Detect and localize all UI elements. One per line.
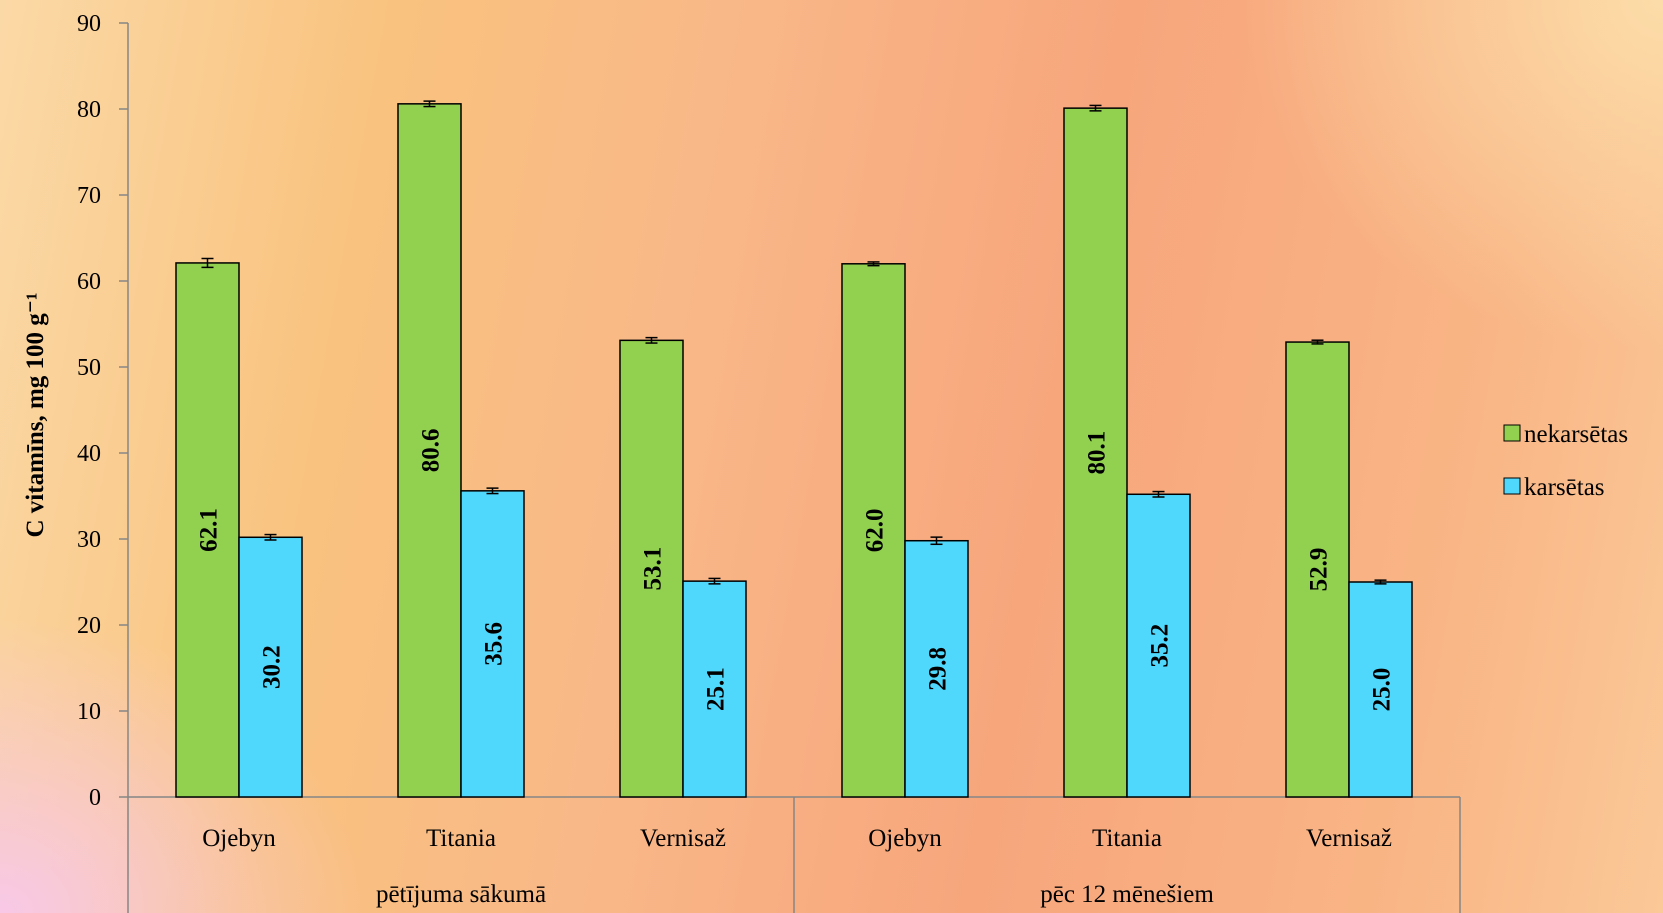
group-label: pēc 12 mēnešiem bbox=[1040, 881, 1214, 908]
legend-swatch-karsētas bbox=[1503, 477, 1521, 495]
legend-swatch-nekarsētas bbox=[1503, 424, 1521, 442]
y-tick-label: 40 bbox=[77, 441, 101, 467]
legend-label-nekarsētas: nekarsētas bbox=[1524, 421, 1628, 448]
data-label: 53.1 bbox=[640, 547, 667, 591]
category-label: Titania bbox=[426, 825, 496, 852]
y-tick-label: 10 bbox=[77, 699, 101, 725]
y-tick-label: 50 bbox=[77, 355, 101, 381]
bars bbox=[175, 100, 1413, 798]
y-tick-label: 0 bbox=[89, 785, 101, 811]
bar-karsētas bbox=[1126, 493, 1191, 798]
bar-karsētas bbox=[682, 580, 747, 798]
data-label: 62.1 bbox=[196, 508, 223, 552]
data-label: 80.1 bbox=[1084, 431, 1111, 475]
legend: nekarsētas karsētas bbox=[1503, 421, 1628, 501]
category-label: Vernisaž bbox=[1306, 825, 1392, 852]
axes: 0 10 20 30 40 50 60 70 80 90 bbox=[77, 11, 1461, 913]
y-tick-label: 70 bbox=[77, 183, 101, 209]
group-label: pētījuma sākumā bbox=[376, 881, 546, 908]
bar-nekarsētas bbox=[619, 339, 684, 798]
bar-nekarsētas bbox=[1285, 341, 1350, 798]
data-label: 30.2 bbox=[259, 645, 286, 689]
y-axis-title: C vitamīns, mg 100 g⁻¹ bbox=[22, 293, 49, 538]
bar-nekarsētas bbox=[175, 262, 240, 798]
data-label: 62.0 bbox=[862, 509, 889, 553]
category-label: Ojebyn bbox=[868, 825, 942, 852]
data-label: 25.1 bbox=[703, 667, 730, 711]
data-label: 35.6 bbox=[481, 622, 508, 666]
bar-karsētas bbox=[460, 490, 525, 798]
category-label: Vernisaž bbox=[640, 825, 726, 852]
y-tick-label: 90 bbox=[77, 11, 101, 37]
y-tick-label: 60 bbox=[77, 269, 101, 295]
bar-karsētas bbox=[238, 536, 303, 798]
y-tick-label: 80 bbox=[77, 97, 101, 123]
bar-nekarsētas bbox=[397, 103, 462, 798]
y-tick-label: 30 bbox=[77, 527, 101, 553]
data-label: 25.0 bbox=[1369, 668, 1396, 712]
labels: pētījuma sākumā pēc 12 mēnešiem Ojebyn Tita… bbox=[196, 429, 1396, 908]
bar-karsētas bbox=[1348, 581, 1413, 798]
data-label: 52.9 bbox=[1306, 548, 1333, 592]
data-label: 29.8 bbox=[925, 647, 952, 691]
data-label: 80.6 bbox=[418, 429, 445, 473]
bar-karsētas bbox=[904, 539, 969, 798]
category-label: Ojebyn bbox=[202, 825, 276, 852]
bar-nekarsētas bbox=[1063, 107, 1128, 798]
data-label: 35.2 bbox=[1147, 624, 1174, 668]
bar-nekarsētas bbox=[841, 263, 906, 798]
y-tick-label: 20 bbox=[77, 613, 101, 639]
category-label: Titania bbox=[1092, 825, 1162, 852]
legend-label-karsētas: karsētas bbox=[1524, 474, 1605, 501]
